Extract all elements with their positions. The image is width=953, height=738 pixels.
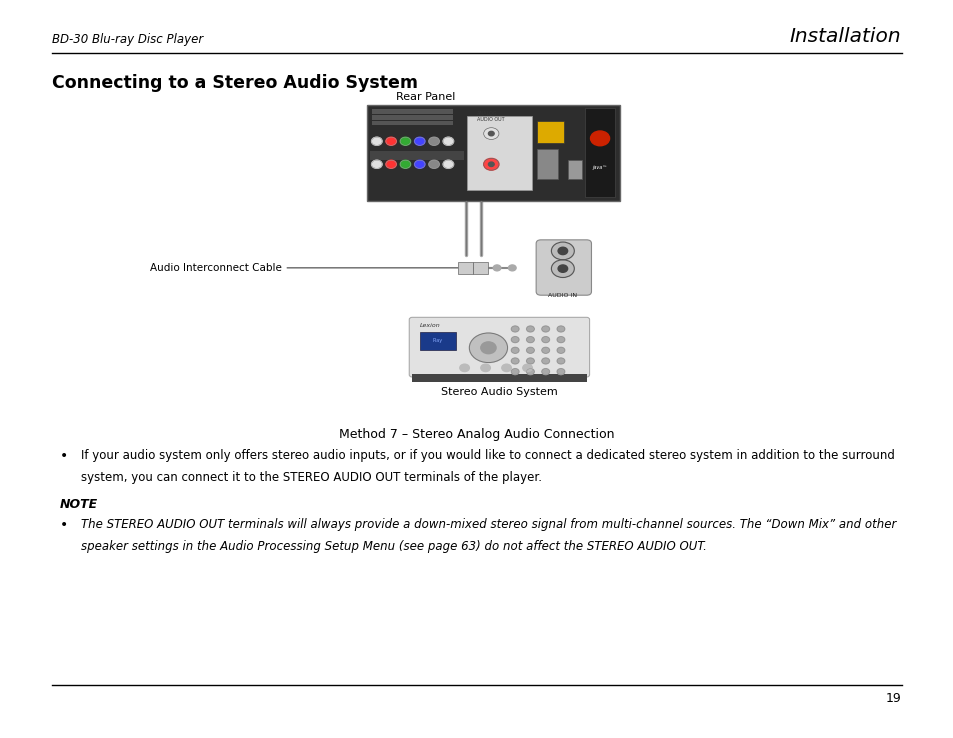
Circle shape <box>480 342 496 354</box>
Circle shape <box>526 369 534 375</box>
Circle shape <box>428 160 438 168</box>
Text: The STEREO AUDIO OUT terminals will always provide a down-mixed stereo signal fr: The STEREO AUDIO OUT terminals will alwa… <box>81 518 896 531</box>
Text: Play: Play <box>433 339 442 343</box>
Circle shape <box>541 337 549 342</box>
Circle shape <box>428 137 438 145</box>
Circle shape <box>526 326 534 332</box>
Circle shape <box>511 369 518 375</box>
FancyBboxPatch shape <box>536 240 591 295</box>
Text: AUDIO IN: AUDIO IN <box>548 293 577 298</box>
Text: system, you can connect it to the STEREO AUDIO OUT terminals of the player.: system, you can connect it to the STEREO… <box>81 471 541 484</box>
Circle shape <box>483 159 498 170</box>
Circle shape <box>558 247 567 255</box>
Circle shape <box>541 369 549 375</box>
Circle shape <box>442 160 454 168</box>
Circle shape <box>442 137 454 145</box>
FancyBboxPatch shape <box>409 317 589 377</box>
Bar <box>467 116 532 190</box>
Bar <box>412 373 586 382</box>
Text: ANALOG: ANALOG <box>476 111 497 116</box>
Text: Installation: Installation <box>789 27 901 46</box>
Circle shape <box>590 131 609 146</box>
Bar <box>372 109 453 114</box>
Bar <box>584 108 615 197</box>
Circle shape <box>469 333 507 362</box>
Circle shape <box>557 369 564 375</box>
Bar <box>537 149 558 179</box>
Circle shape <box>526 348 534 354</box>
Text: speaker settings in the Audio Processing Setup Menu (see page 63) do not affect : speaker settings in the Audio Processing… <box>81 540 706 554</box>
Circle shape <box>488 131 494 136</box>
Circle shape <box>372 137 381 145</box>
Circle shape <box>508 265 516 271</box>
Circle shape <box>541 326 549 332</box>
Bar <box>473 262 488 274</box>
Text: AUDIO OUT: AUDIO OUT <box>476 117 504 122</box>
Bar <box>537 121 563 143</box>
Text: 19: 19 <box>884 692 901 706</box>
Bar <box>367 105 619 201</box>
Circle shape <box>459 364 469 371</box>
Text: java™: java™ <box>592 165 607 170</box>
Circle shape <box>400 137 411 145</box>
Text: •: • <box>60 449 69 463</box>
Text: BD-30 Blu-ray Disc Player: BD-30 Blu-ray Disc Player <box>52 32 204 46</box>
Text: Connecting to a Stereo Audio System: Connecting to a Stereo Audio System <box>52 74 418 92</box>
Circle shape <box>480 364 490 371</box>
Circle shape <box>526 337 534 342</box>
Text: NOTE: NOTE <box>60 498 98 511</box>
Circle shape <box>511 337 518 342</box>
Circle shape <box>385 137 396 145</box>
Circle shape <box>541 358 549 364</box>
Circle shape <box>385 160 396 168</box>
Circle shape <box>414 137 424 145</box>
Circle shape <box>488 162 494 167</box>
Circle shape <box>501 364 511 371</box>
Circle shape <box>511 326 518 332</box>
Text: If your audio system only offers stereo audio inputs, or if you would like to co: If your audio system only offers stereo … <box>81 449 894 462</box>
Bar <box>370 151 463 160</box>
Bar <box>457 262 473 274</box>
Text: Method 7 – Stereo Analog Audio Connection: Method 7 – Stereo Analog Audio Connectio… <box>339 428 614 441</box>
Circle shape <box>541 348 549 354</box>
Circle shape <box>400 160 411 168</box>
Circle shape <box>557 326 564 332</box>
Bar <box>567 160 581 179</box>
Bar <box>372 115 453 120</box>
Text: Stereo Audio System: Stereo Audio System <box>440 387 558 398</box>
Text: Rear Panel: Rear Panel <box>395 92 455 102</box>
Circle shape <box>511 348 518 354</box>
Circle shape <box>557 348 564 354</box>
Circle shape <box>493 265 500 271</box>
Circle shape <box>483 128 498 139</box>
Circle shape <box>414 160 424 168</box>
Text: Audio Interconnect Cable: Audio Interconnect Cable <box>150 263 457 273</box>
Circle shape <box>557 337 564 342</box>
Circle shape <box>372 160 381 168</box>
Circle shape <box>526 358 534 364</box>
Circle shape <box>551 260 574 277</box>
Bar <box>372 121 453 125</box>
Circle shape <box>511 358 518 364</box>
Bar <box>419 332 456 350</box>
Circle shape <box>558 265 567 272</box>
Text: Lexion: Lexion <box>419 323 440 328</box>
Circle shape <box>522 364 532 371</box>
Text: •: • <box>60 518 69 532</box>
Circle shape <box>551 242 574 260</box>
Circle shape <box>557 358 564 364</box>
